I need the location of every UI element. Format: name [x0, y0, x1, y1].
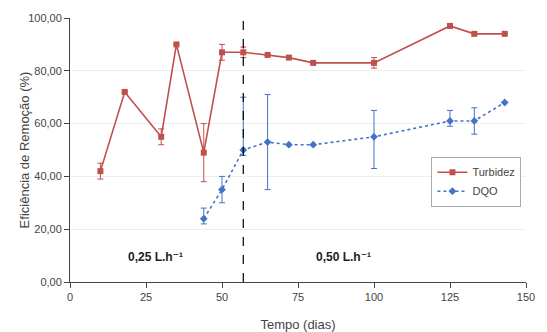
svg-text:20,00: 20,00 — [34, 223, 62, 235]
svg-text:50: 50 — [216, 291, 228, 303]
svg-text:0,50 L.h⁻¹: 0,50 L.h⁻¹ — [316, 250, 371, 264]
svg-text:0,00: 0,00 — [40, 276, 61, 288]
svg-text:125: 125 — [441, 291, 459, 303]
svg-text:0,25 L.h⁻¹: 0,25 L.h⁻¹ — [128, 250, 183, 264]
svg-text:75: 75 — [292, 291, 304, 303]
svg-text:25: 25 — [140, 291, 152, 303]
svg-text:Tempo (dias): Tempo (dias) — [260, 317, 335, 332]
svg-text:DQO: DQO — [472, 185, 498, 197]
svg-text:60,00: 60,00 — [34, 117, 62, 129]
svg-text:100: 100 — [365, 291, 383, 303]
svg-text:100,00: 100,00 — [28, 12, 62, 24]
svg-text:40,00: 40,00 — [34, 170, 62, 182]
svg-text:80,00: 80,00 — [34, 65, 62, 77]
svg-text:Turbidez: Turbidez — [472, 166, 514, 178]
svg-text:150: 150 — [517, 291, 535, 303]
svg-text:Eficiência de Remoção (%): Eficiência de Remoção (%) — [17, 72, 32, 229]
svg-text:0: 0 — [67, 291, 73, 303]
